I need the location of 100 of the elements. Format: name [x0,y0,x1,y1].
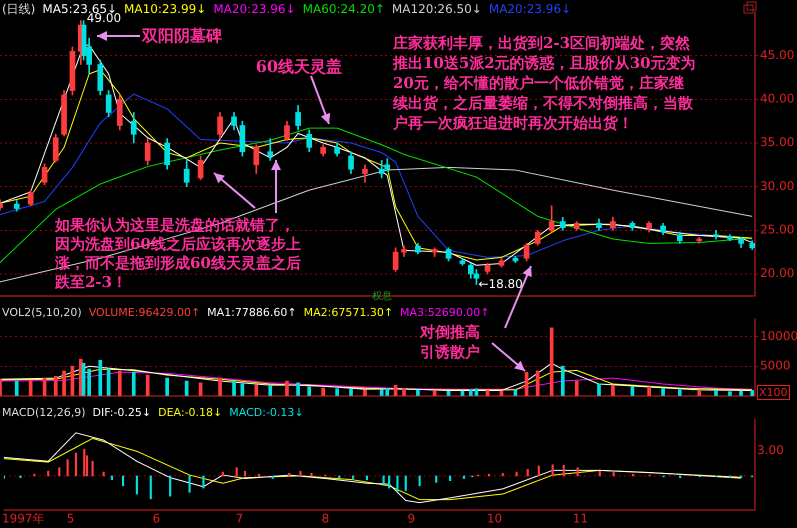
bar [42,378,46,396]
annotation: 庄家获利丰厚，出货到2-3区间初端处，突然推出10送5派2元的诱惑，且股价从30元变为20元，给不懂的散户一个低价错觉，庄家继续出货，之后量萎缩，不得不对倒推高，当散户再一次疯狂追进时再次开始出货！ [393,33,697,133]
bar [526,469,529,476]
bar [598,470,601,476]
chart-title: MACD(12,26,9) [2,406,86,419]
bar [647,386,651,396]
text: MA20:23.96↓ [488,2,572,16]
bar [469,390,473,396]
y-tick-label: 40.00 [760,91,794,106]
bar [550,328,554,396]
bar [83,448,86,476]
text: VOLUME:96429.00↑ [88,306,200,319]
chart-title: (日线) [2,2,36,16]
bar [597,384,601,396]
bar [500,390,504,396]
text: 3.00 [757,443,784,457]
bar [296,382,300,396]
bar [198,382,202,396]
bar [462,476,466,479]
bar [218,378,222,396]
bar [321,388,326,396]
bar [202,476,205,488]
bar [33,474,36,476]
annotation: 双阳阴墓碑 [142,26,222,47]
bar [28,380,32,396]
bar [122,476,124,486]
bar [288,473,290,476]
bar [385,388,390,396]
bar [388,476,390,488]
bar [54,376,58,396]
bar [352,476,354,479]
bar [66,459,69,476]
bar [244,470,246,476]
bar [661,388,665,396]
bar [486,390,490,396]
bar [272,476,274,479]
bar [449,476,452,482]
bar [98,360,102,396]
bar [87,368,91,396]
bar [502,473,504,476]
bar [697,390,702,396]
bar [299,470,302,476]
bar [146,374,150,396]
bar [416,390,420,396]
bar [310,473,313,476]
y-axis-title: X100 [757,385,790,400]
bar [363,390,367,396]
bar [460,390,464,396]
bar [678,390,682,396]
bar [538,466,540,476]
y-tick-label: 25.00 [760,222,794,236]
bar [612,472,615,476]
bar [514,390,518,396]
bar [91,460,94,476]
x-tick-label: 8 [322,511,330,526]
bar [268,386,272,396]
bar [474,388,478,396]
bar [169,476,172,497]
y-tick-label: 45.00 [760,48,794,62]
bar [576,467,579,476]
bar [132,372,136,396]
x-tick-label: 6 [152,511,160,526]
bar [611,384,615,396]
bar [74,452,78,476]
bar [136,476,138,494]
x-tick-label: 1997年 [2,511,45,526]
bar [14,380,19,396]
y-tick-label: 5000 [760,358,791,372]
bar [552,464,554,476]
bar [58,467,60,476]
bar [236,467,238,476]
bar [62,370,66,396]
x-tick-label: 9 [407,511,416,526]
annotation: 60线天灵盖 [256,56,342,78]
bar [150,476,152,500]
text: MACD:-0.13↓ [229,406,304,419]
bar [106,368,110,396]
bar [70,366,74,396]
text: DEA:-0.18↓ [158,406,222,419]
bar [232,380,236,396]
bar [739,390,743,396]
bar [285,380,289,396]
text: MA2:67571.30↑ [304,306,394,319]
bar [488,474,490,476]
bar [222,472,224,476]
bar [536,370,540,396]
bar [394,384,398,396]
bar [560,366,565,396]
bar [184,380,188,396]
bar [574,380,579,396]
bar [382,476,385,484]
annotation: 对倒推高引诱散户 [420,322,481,362]
bar [630,386,634,396]
bar [728,391,732,396]
bar [435,476,438,483]
bar [47,470,50,476]
bar [102,472,105,476]
bar [110,476,114,480]
bar [418,476,421,486]
bar [188,476,191,493]
